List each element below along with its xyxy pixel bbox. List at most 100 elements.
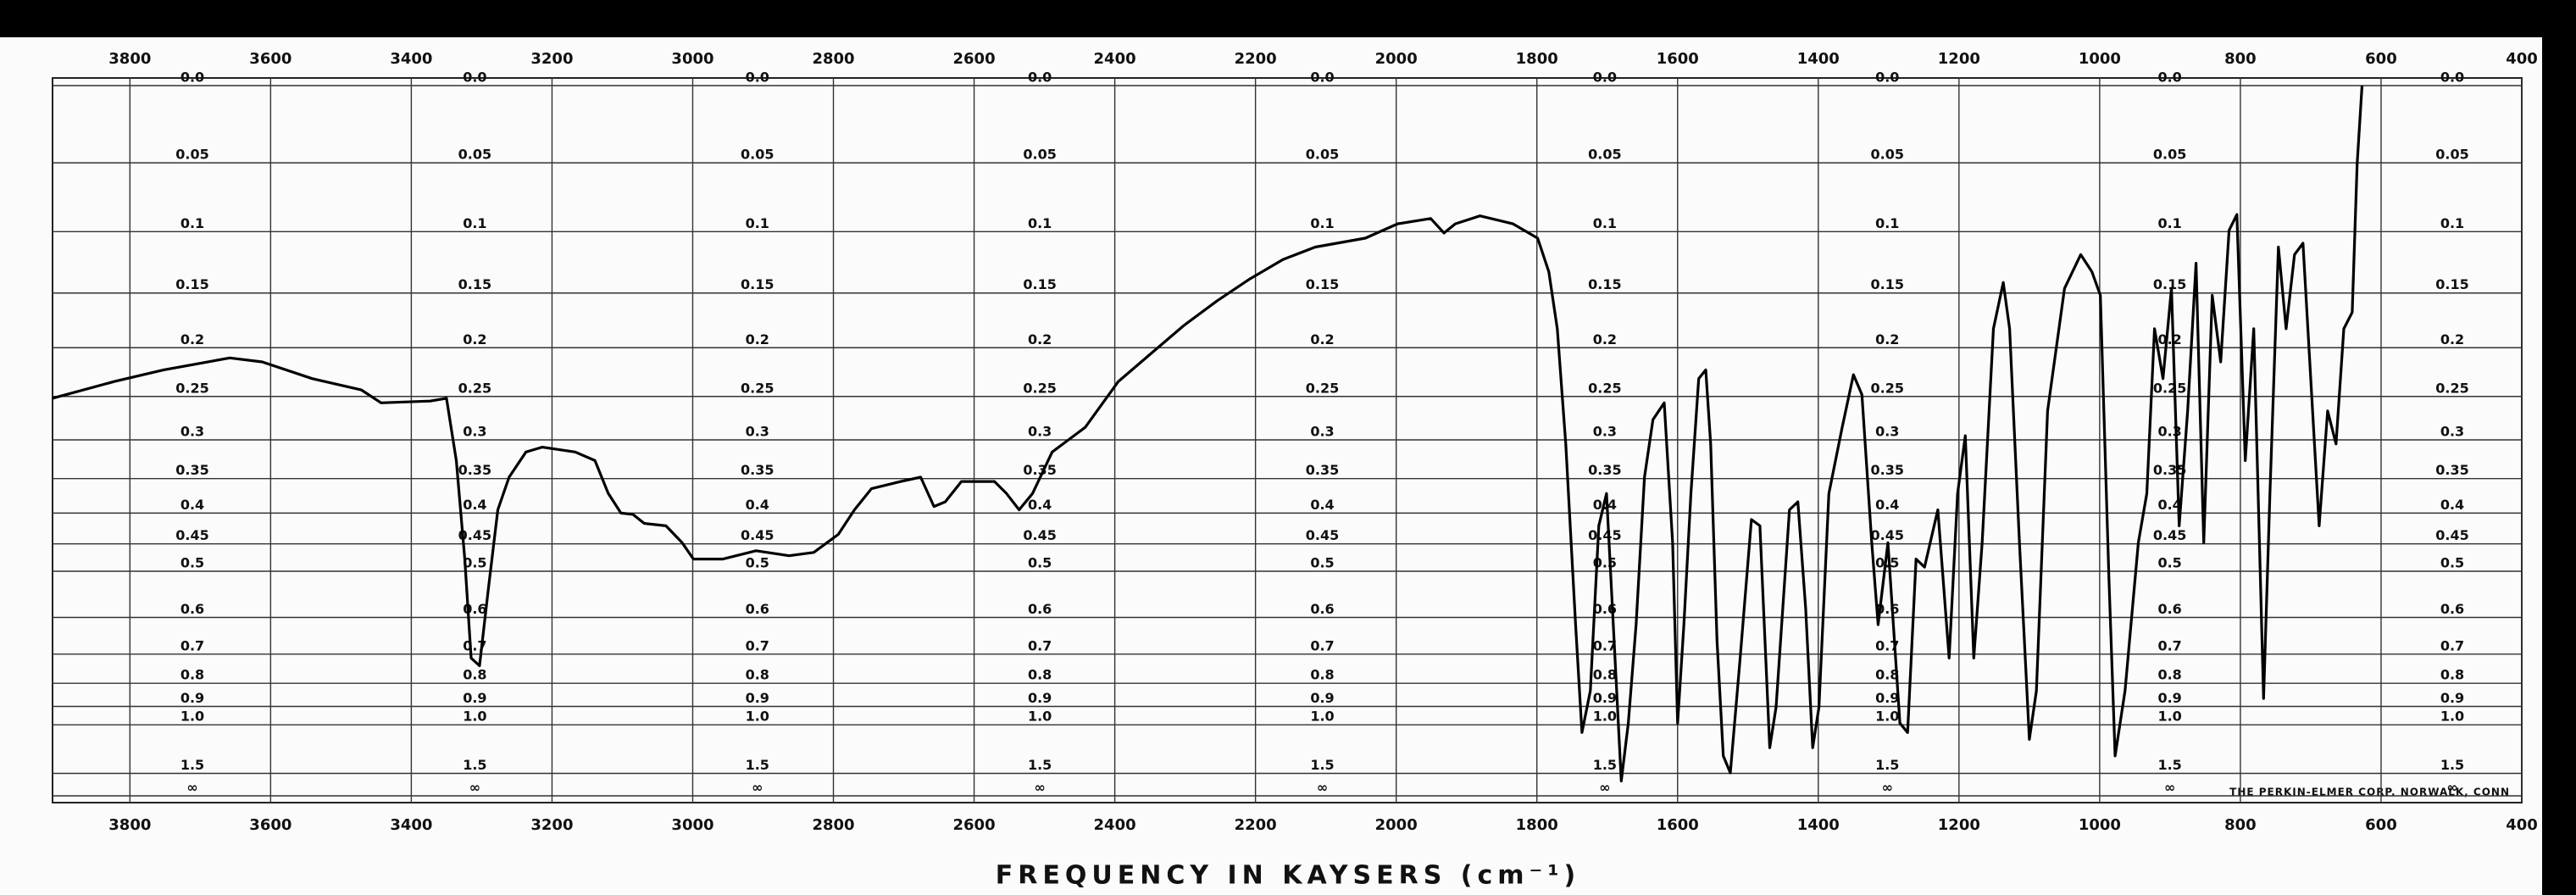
y-tick-label: 0.15 [741,276,774,292]
x-tick-label: 800 [2224,816,2257,834]
x-tick-label: 2800 [812,50,854,68]
y-tick-label: 0.25 [741,380,774,396]
x-tick-label: 2400 [1094,50,1136,68]
x-tick-label: 800 [2224,50,2257,68]
y-tick-label: 0.05 [175,147,208,163]
y-tick-label: 0.45 [175,527,208,543]
y-tick-label: 0.9 [1593,690,1617,706]
x-tick-label: 1600 [1657,816,1699,834]
y-tick-label: 0.1 [1028,215,1052,231]
y-tick-label: 0.0 [1028,69,1052,86]
y-tick-label: 1.0 [1593,709,1617,725]
y-tick-label: ∞ [2446,780,2457,796]
y-tick-label: 0.35 [458,462,491,478]
y-tick-label: 0.25 [2435,380,2468,396]
y-tick-label: 0.0 [746,69,769,86]
y-tick-label: 0.45 [1871,527,1904,543]
y-tick-label: 0.2 [746,331,769,347]
y-tick-label: 1.0 [1028,709,1052,725]
y-tick-label: 0.15 [1871,276,1904,292]
y-tick-label: 0.05 [1023,147,1056,163]
y-tick-label: 1.5 [463,757,486,773]
y-tick-label: 0.7 [180,637,204,653]
y-tick-label: 0.4 [180,497,204,513]
x-tick-label: 2200 [1235,816,1277,834]
x-tick-label: 600 [2365,816,2397,834]
y-tick-label: 0.05 [1588,147,1621,163]
x-tick-label: 3200 [530,50,573,68]
y-tick-label: 0.5 [180,555,204,571]
y-tick-label: 1.0 [746,709,769,725]
y-tick-label: 1.5 [180,757,204,773]
y-tick-label: 0.45 [2435,527,2468,543]
x-tick-label: 1000 [2079,816,2121,834]
y-tick-label: 0.2 [1875,331,1899,347]
y-tick-label: 1.0 [180,709,204,725]
y-tick-label: 1.5 [2157,757,2181,773]
y-tick-label: 0.8 [746,667,769,683]
y-tick-label: 0.3 [1028,424,1052,440]
x-tick-label: 3600 [249,50,291,68]
y-tick-label: 0.15 [175,276,208,292]
y-tick-label: ∞ [1599,780,1610,796]
annotation: THE PERKIN-ELMER CORP. NORWALK, CONN [2229,787,2510,798]
y-tick-label: 0.9 [1028,690,1052,706]
y-tick-label: 0.2 [2440,331,2464,347]
y-tick-label: 1.5 [1310,757,1334,773]
y-tick-label: 0.6 [2157,601,2181,617]
y-tick-label: 0.3 [2440,424,2464,440]
x-tick-label: 1600 [1657,50,1699,68]
y-tick-label: ∞ [186,780,197,796]
x-tick-label: 2000 [1375,50,1418,68]
y-tick-label: 0.05 [1871,147,1904,163]
y-tick-label: 0.8 [1028,667,1052,683]
y-tick-label: 0.6 [2440,601,2464,617]
y-tick-label: 0.9 [463,690,486,706]
y-tick-label: 0.3 [1875,424,1899,440]
y-tick-label: 0.4 [2440,497,2464,513]
y-tick-label: 0.35 [741,462,774,478]
y-tick-label: 0.8 [2440,667,2464,683]
y-tick-label: 0.25 [2153,380,2186,396]
y-tick-label: 1.5 [746,757,769,773]
y-tick-label: 0.45 [2153,527,2186,543]
y-tick-label: 0.5 [1028,555,1052,571]
y-tick-label: 0.3 [746,424,769,440]
y-tick-label: 0.5 [463,555,486,571]
y-tick-label: 0.3 [180,424,204,440]
x-tick-label: 2400 [1094,816,1136,834]
y-tick-label: 0.05 [741,147,774,163]
x-axis-title: FREQUENCY IN KAYSERS (cm⁻¹) [996,861,1580,891]
y-tick-label: 1.5 [1593,757,1617,773]
y-tick-label: 0.25 [1306,380,1339,396]
y-tick-label: ∞ [1882,780,1893,796]
y-tick-label: 0.35 [1306,462,1339,478]
y-tick-label: 0.35 [1023,462,1056,478]
y-tick-label: 0.0 [2440,69,2464,86]
x-tick-label: 1000 [2079,50,2121,68]
y-tick-label: 0.1 [463,215,486,231]
y-tick-label: 0.25 [1023,380,1056,396]
x-tick-label: 1800 [1516,816,1558,834]
y-tick-label: 0.2 [1028,331,1052,347]
y-tick-label: 0.2 [1593,331,1617,347]
y-tick-label: 0.15 [1023,276,1056,292]
y-tick-label: 0.1 [1875,215,1899,231]
y-tick-label: 0.45 [458,527,491,543]
y-tick-label: 0.35 [175,462,208,478]
y-tick-label: 1.5 [1028,757,1052,773]
y-tick-label: 0.15 [2153,276,2186,292]
y-tick-label: 0.4 [2157,497,2181,513]
y-tick-label: 0.9 [2157,690,2181,706]
y-tick-label: 0.2 [2157,331,2181,347]
y-tick-label: 0.9 [2440,690,2464,706]
y-tick-label: 1.0 [463,709,486,725]
y-tick-label: 0.25 [1871,380,1904,396]
y-tick-label: 0.1 [1310,215,1334,231]
y-tick-label: 0.3 [2157,424,2181,440]
x-tick-label: 2800 [812,816,854,834]
y-tick-label: 0.9 [1310,690,1334,706]
y-tick-label: 0.5 [746,555,769,571]
y-tick-label: 0.4 [746,497,769,513]
y-tick-label: 0.35 [2435,462,2468,478]
